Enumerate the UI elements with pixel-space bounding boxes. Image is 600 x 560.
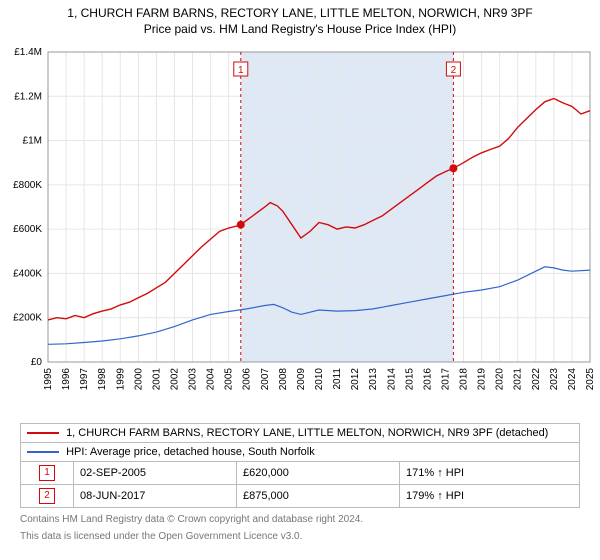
svg-text:2000: 2000 bbox=[133, 368, 144, 391]
svg-text:2020: 2020 bbox=[495, 368, 506, 391]
sale-1-date: 02-SEP-2005 bbox=[74, 462, 237, 485]
svg-text:2015: 2015 bbox=[404, 368, 415, 391]
chart-container: 1, CHURCH FARM BARNS, RECTORY LANE, LITT… bbox=[0, 0, 600, 544]
svg-text:£1M: £1M bbox=[23, 136, 42, 147]
footnote-2: This data is licensed under the Open Gov… bbox=[20, 529, 580, 544]
svg-text:2002: 2002 bbox=[169, 368, 180, 391]
svg-text:£1.2M: £1.2M bbox=[14, 91, 42, 102]
legend-label-2: HPI: Average price, detached house, Sout… bbox=[66, 446, 315, 458]
svg-text:2025: 2025 bbox=[585, 368, 596, 391]
sale-2-price: £875,000 bbox=[237, 485, 400, 508]
svg-text:2023: 2023 bbox=[549, 368, 560, 391]
svg-text:2009: 2009 bbox=[296, 368, 307, 391]
svg-text:2012: 2012 bbox=[350, 368, 361, 391]
svg-text:1999: 1999 bbox=[115, 368, 126, 391]
svg-text:2021: 2021 bbox=[513, 368, 524, 391]
sale-row-1: 1 02-SEP-2005 £620,000 171% ↑ HPI bbox=[21, 462, 580, 485]
svg-text:1995: 1995 bbox=[43, 368, 54, 391]
legend-label-1: 1, CHURCH FARM BARNS, RECTORY LANE, LITT… bbox=[66, 427, 548, 439]
svg-text:2003: 2003 bbox=[188, 368, 199, 391]
svg-text:2014: 2014 bbox=[386, 368, 397, 391]
chart-svg: £0 £200K £400K £600K £800K £1M £1.2M £1.4M 1995 1… bbox=[0, 42, 600, 412]
svg-text:£400K: £400K bbox=[13, 268, 42, 279]
svg-text:2006: 2006 bbox=[242, 368, 253, 391]
marker-1-icon: 1 bbox=[39, 465, 55, 481]
legend-row-1: 1, CHURCH FARM BARNS, RECTORY LANE, LITT… bbox=[21, 424, 580, 443]
svg-text:£200K: £200K bbox=[13, 313, 42, 324]
marker-2-icon: 2 bbox=[39, 488, 55, 504]
svg-text:2008: 2008 bbox=[278, 368, 289, 391]
sale-2-hpi: 179% ↑ HPI bbox=[400, 485, 580, 508]
chart-title-line1: 1, CHURCH FARM BARNS, RECTORY LANE, LITT… bbox=[0, 0, 600, 22]
svg-text:2007: 2007 bbox=[260, 368, 271, 391]
svg-text:£1.4M: £1.4M bbox=[14, 47, 42, 58]
svg-text:2024: 2024 bbox=[567, 368, 578, 391]
svg-text:£800K: £800K bbox=[13, 180, 42, 191]
sale-2-date: 08-JUN-2017 bbox=[74, 485, 237, 508]
svg-text:2022: 2022 bbox=[531, 368, 542, 391]
footnote-1: Contains HM Land Registry data © Crown c… bbox=[20, 512, 580, 527]
chart: £0 £200K £400K £600K £800K £1M £1.2M £1.4M 1995 1… bbox=[0, 42, 600, 417]
svg-text:2001: 2001 bbox=[151, 368, 162, 391]
sale-row-2: 2 08-JUN-2017 £875,000 179% ↑ HPI bbox=[21, 485, 580, 508]
svg-text:1: 1 bbox=[238, 65, 244, 76]
svg-text:1996: 1996 bbox=[61, 368, 72, 391]
svg-text:2011: 2011 bbox=[332, 368, 343, 390]
svg-text:2004: 2004 bbox=[206, 368, 217, 391]
svg-text:2018: 2018 bbox=[459, 368, 470, 391]
svg-text:2010: 2010 bbox=[314, 368, 325, 391]
svg-text:£600K: £600K bbox=[13, 224, 42, 235]
legend-swatch-1 bbox=[27, 432, 59, 434]
sale-1-hpi: 171% ↑ HPI bbox=[400, 462, 580, 485]
sale-1-price: £620,000 bbox=[237, 462, 400, 485]
svg-text:2017: 2017 bbox=[440, 368, 451, 391]
svg-text:2013: 2013 bbox=[368, 368, 379, 391]
chart-title-line2: Price paid vs. HM Land Registry's House … bbox=[0, 22, 600, 42]
svg-text:1998: 1998 bbox=[97, 368, 108, 391]
svg-text:£0: £0 bbox=[31, 357, 43, 368]
legend-row-2: HPI: Average price, detached house, Sout… bbox=[21, 443, 580, 462]
svg-text:2005: 2005 bbox=[224, 368, 235, 391]
svg-text:1997: 1997 bbox=[79, 368, 90, 391]
legend-table: 1, CHURCH FARM BARNS, RECTORY LANE, LITT… bbox=[20, 423, 580, 508]
svg-text:2: 2 bbox=[451, 65, 457, 76]
legend-swatch-2 bbox=[27, 451, 59, 453]
svg-text:2019: 2019 bbox=[477, 368, 488, 391]
svg-text:2016: 2016 bbox=[422, 368, 433, 391]
